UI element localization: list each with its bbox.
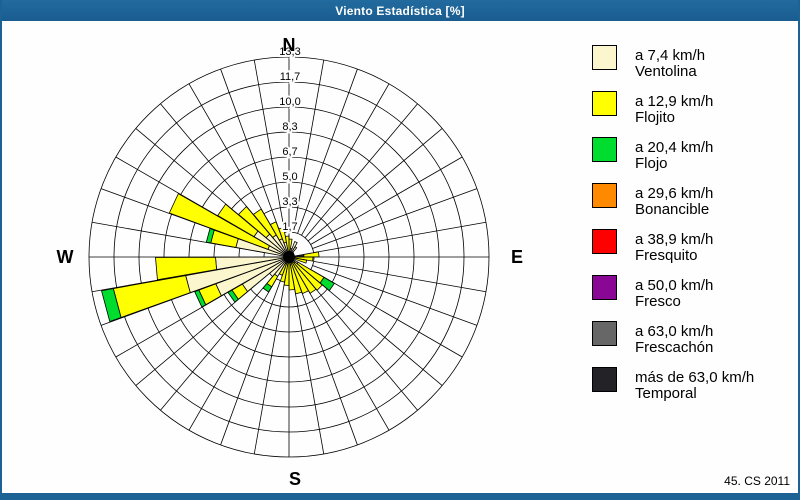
window-titlebar[interactable]: Viento Estadística [%]: [2, 0, 798, 21]
grid-spoke: [312, 265, 478, 326]
wind-bar-segment-flojo: [194, 289, 207, 308]
grid-spoke: [301, 83, 390, 236]
wind-bar-segment-flojo: [205, 228, 215, 244]
legend-swatch-flojito: [592, 91, 617, 116]
wind-bar-segment-flojo: [262, 282, 273, 293]
window-title: Viento Estadística [%]: [335, 3, 465, 18]
wind-bar-segment-flojito: [303, 251, 320, 258]
grid-spoke: [297, 68, 358, 234]
ring-label: 10,0: [279, 96, 300, 108]
ring-label: 1,7: [282, 221, 297, 233]
ring-label: 13,3: [279, 46, 300, 58]
legend-label-flojito: a 12,9 km/h Flojito: [635, 93, 714, 126]
wind-bar-segment-flojo: [227, 289, 239, 303]
legend-swatch-frescachon: [592, 321, 617, 346]
compass-label-n: N: [283, 35, 296, 55]
legend-item-temporal: más de 63,0 km/h Temporal: [592, 367, 792, 402]
legend-swatch-temporal: [592, 367, 617, 392]
legend-item-bonancible: a 29,6 km/h Bonancible: [592, 183, 792, 218]
legend-item-flojo: a 20,4 km/h Flojo: [592, 137, 792, 172]
grid-spoke: [313, 260, 487, 293]
grid-spoke: [220, 68, 281, 234]
legend-item-frescachon: a 63,0 km/h Frescachón: [592, 321, 792, 356]
wind-bar-segment-flojito: [155, 256, 218, 281]
legend-item-flojito: a 12,9 km/h Flojito: [592, 91, 792, 126]
wind-bar-segment-flojito: [269, 221, 283, 241]
wind-rose-chart: 1,7 3,3 5,0 6,7 8,3 10,0 11,7 13,3 N S E W: [2, 21, 798, 493]
wind-bar-segment-flojito: [237, 205, 271, 239]
ring-label: 3,3: [282, 196, 297, 208]
compass-label-e: E: [511, 247, 523, 267]
legend-swatch-ventolina: [592, 45, 617, 70]
legend-item-ventolina: a 7,4 km/h Ventolina: [592, 45, 792, 80]
legend-item-fresquito: a 38,9 km/h Fresquito: [592, 229, 792, 264]
wind-speed-legend: a 7,4 km/h Ventolina a 12,9 km/h Flojito a 2…: [592, 45, 792, 413]
wind-bar-segment-flojo: [319, 276, 335, 292]
ring-label: 6,7: [282, 146, 297, 158]
wind-bar-segment-flojito: [168, 193, 270, 250]
grid-spoke: [310, 156, 463, 245]
ring-label: 5,0: [282, 171, 297, 183]
grid-spoke: [292, 281, 325, 455]
window-bottom-border: [2, 493, 798, 500]
wind-bar-segment-flojito: [217, 203, 259, 238]
wind-rose-svg: 1,7 3,3 5,0 6,7 8,3 10,0 11,7 13,3N S E W: [57, 35, 524, 489]
wind-bar-segment-flojito: [112, 275, 191, 318]
grid-spoke: [220, 280, 281, 446]
grid-spoke: [313, 221, 487, 254]
legend-item-fresco: a 50,0 km/h Fresco: [592, 275, 792, 310]
legend-label-fresquito: a 38,9 km/h Fresquito: [635, 231, 714, 264]
grid-spoke: [253, 281, 286, 455]
ring-label: 11,7: [280, 71, 301, 83]
wind-bar-segment-flojo: [101, 288, 122, 323]
rose-center: [283, 251, 295, 263]
legend-label-frescachon: a 63,0 km/h Frescachón: [635, 323, 714, 356]
grid-spoke: [292, 59, 325, 233]
legend-swatch-fresco: [592, 275, 617, 300]
legend-label-temporal: más de 63,0 km/h Temporal: [635, 369, 755, 402]
compass-label-s: S: [289, 469, 301, 489]
legend-label-ventolina: a 7,4 km/h Ventolina: [635, 47, 706, 80]
grid-spoke: [301, 278, 390, 431]
legend-label-bonancible: a 29,6 km/h Bonancible: [635, 185, 714, 218]
grid-spoke: [307, 272, 443, 386]
grid-spoke: [253, 59, 286, 233]
wind-bar-segment-flojito: [252, 208, 277, 238]
legend-swatch-fresquito: [592, 229, 617, 254]
station-footer-label: 45. CS 2011: [724, 474, 790, 488]
ring-label: 8,3: [282, 121, 297, 133]
wind-bar-segment-flojito: [278, 226, 287, 244]
legend-swatch-flojo: [592, 137, 617, 162]
grid-spoke: [297, 280, 358, 446]
legend-label-fresco: a 50,0 km/h Fresco: [635, 277, 714, 310]
grid-spoke: [307, 128, 443, 242]
grid-spoke: [188, 278, 277, 431]
legend-swatch-bonancible: [592, 183, 617, 208]
grid-spoke: [160, 275, 274, 411]
grid-spoke: [312, 188, 478, 249]
grid-spoke: [304, 103, 418, 239]
wind-bar-segment-flojito: [293, 261, 323, 291]
legend-label-flojo: a 20,4 km/h Flojo: [635, 139, 714, 172]
compass-label-w: W: [57, 247, 74, 267]
grid-spoke: [310, 269, 463, 358]
grid-spoke: [304, 275, 418, 411]
